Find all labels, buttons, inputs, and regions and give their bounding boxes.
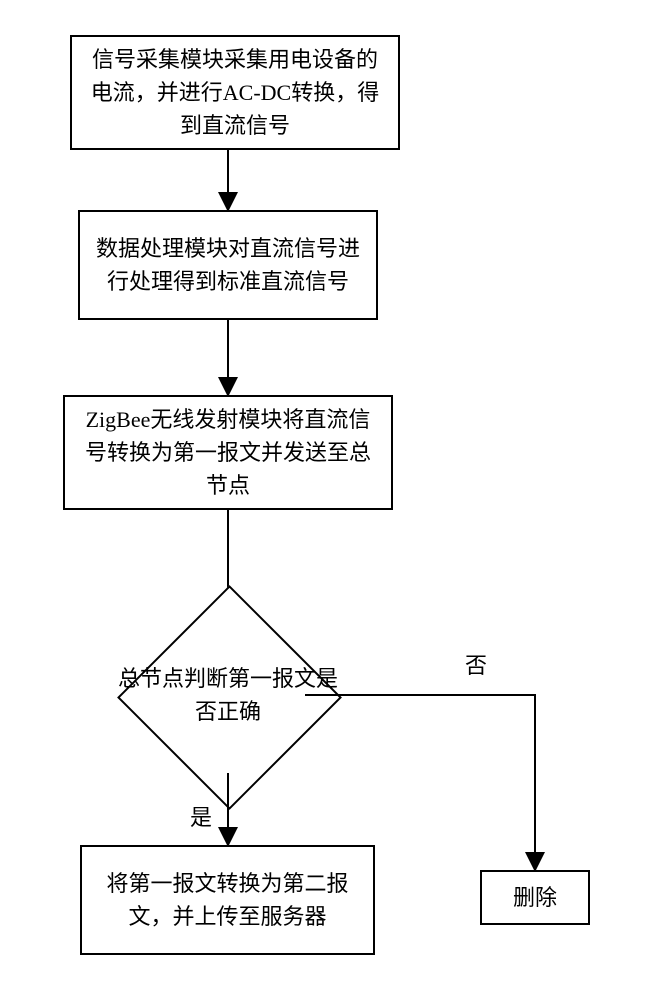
- process-box-process: 数据处理模块对直流信号进行处理得到标准直流信号: [78, 210, 378, 320]
- decision-diamond: [117, 585, 342, 810]
- edge-label-yes: 是: [190, 800, 212, 832]
- process-box-delete: 删除: [480, 870, 590, 925]
- node-text: 将第一报文转换为第二报文，并上传至服务器: [92, 867, 363, 933]
- flowchart-canvas: 信号采集模块采集用电设备的电流，并进行AC-DC转换，得到直流信号 数据处理模块…: [0, 0, 650, 1000]
- process-box-convert: 将第一报文转换为第二报文，并上传至服务器: [80, 845, 375, 955]
- process-box-zigbee: ZigBee无线发射模块将直流信号转换为第一报文并发送至总节点: [63, 395, 393, 510]
- node-text: 删除: [513, 881, 557, 914]
- label-text: 否: [465, 653, 487, 678]
- node-text: 数据处理模块对直流信号进行处理得到标准直流信号: [90, 232, 366, 298]
- node-text: 信号采集模块采集用电设备的电流，并进行AC-DC转换，得到直流信号: [82, 43, 388, 142]
- node-text: ZigBee无线发射模块将直流信号转换为第一报文并发送至总节点: [75, 403, 381, 502]
- process-box-acquire: 信号采集模块采集用电设备的电流，并进行AC-DC转换，得到直流信号: [70, 35, 400, 150]
- label-text: 是: [190, 805, 212, 830]
- edge-label-no: 否: [465, 648, 487, 680]
